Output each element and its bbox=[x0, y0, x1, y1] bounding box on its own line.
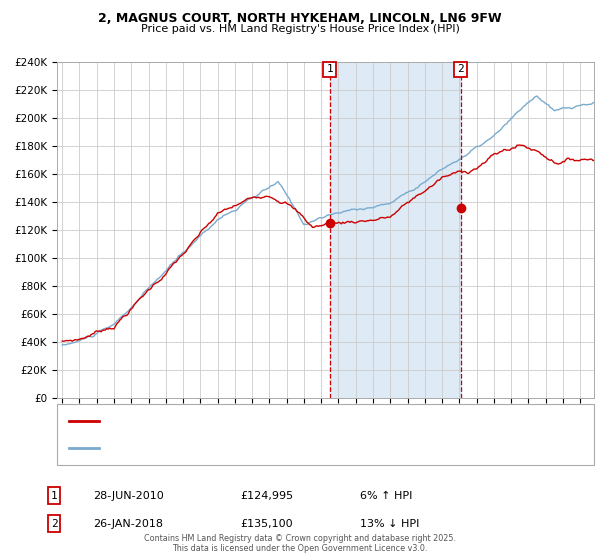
Text: 1: 1 bbox=[50, 491, 58, 501]
Text: 13% ↓ HPI: 13% ↓ HPI bbox=[360, 519, 419, 529]
Text: 1: 1 bbox=[326, 64, 333, 74]
Text: 2: 2 bbox=[457, 64, 464, 74]
Bar bbox=[329, 62, 461, 398]
Text: 26-JAN-2018: 26-JAN-2018 bbox=[93, 519, 163, 529]
Text: 6% ↑ HPI: 6% ↑ HPI bbox=[360, 491, 412, 501]
Text: £124,995: £124,995 bbox=[240, 491, 293, 501]
Text: 2, MAGNUS COURT, NORTH HYKEHAM, LINCOLN, LN6 9FW: 2, MAGNUS COURT, NORTH HYKEHAM, LINCOLN,… bbox=[98, 12, 502, 25]
Text: Price paid vs. HM Land Registry's House Price Index (HPI): Price paid vs. HM Land Registry's House … bbox=[140, 24, 460, 34]
Text: 2, MAGNUS COURT, NORTH HYKEHAM, LINCOLN, LN6 9FW (semi-detached house): 2, MAGNUS COURT, NORTH HYKEHAM, LINCOLN,… bbox=[105, 417, 491, 426]
Text: 2: 2 bbox=[50, 519, 58, 529]
Text: 28-JUN-2010: 28-JUN-2010 bbox=[93, 491, 164, 501]
Text: £135,100: £135,100 bbox=[240, 519, 293, 529]
Text: Contains HM Land Registry data © Crown copyright and database right 2025.
This d: Contains HM Land Registry data © Crown c… bbox=[144, 534, 456, 553]
Text: HPI: Average price, semi-detached house, North Kesteven: HPI: Average price, semi-detached house,… bbox=[105, 444, 380, 452]
